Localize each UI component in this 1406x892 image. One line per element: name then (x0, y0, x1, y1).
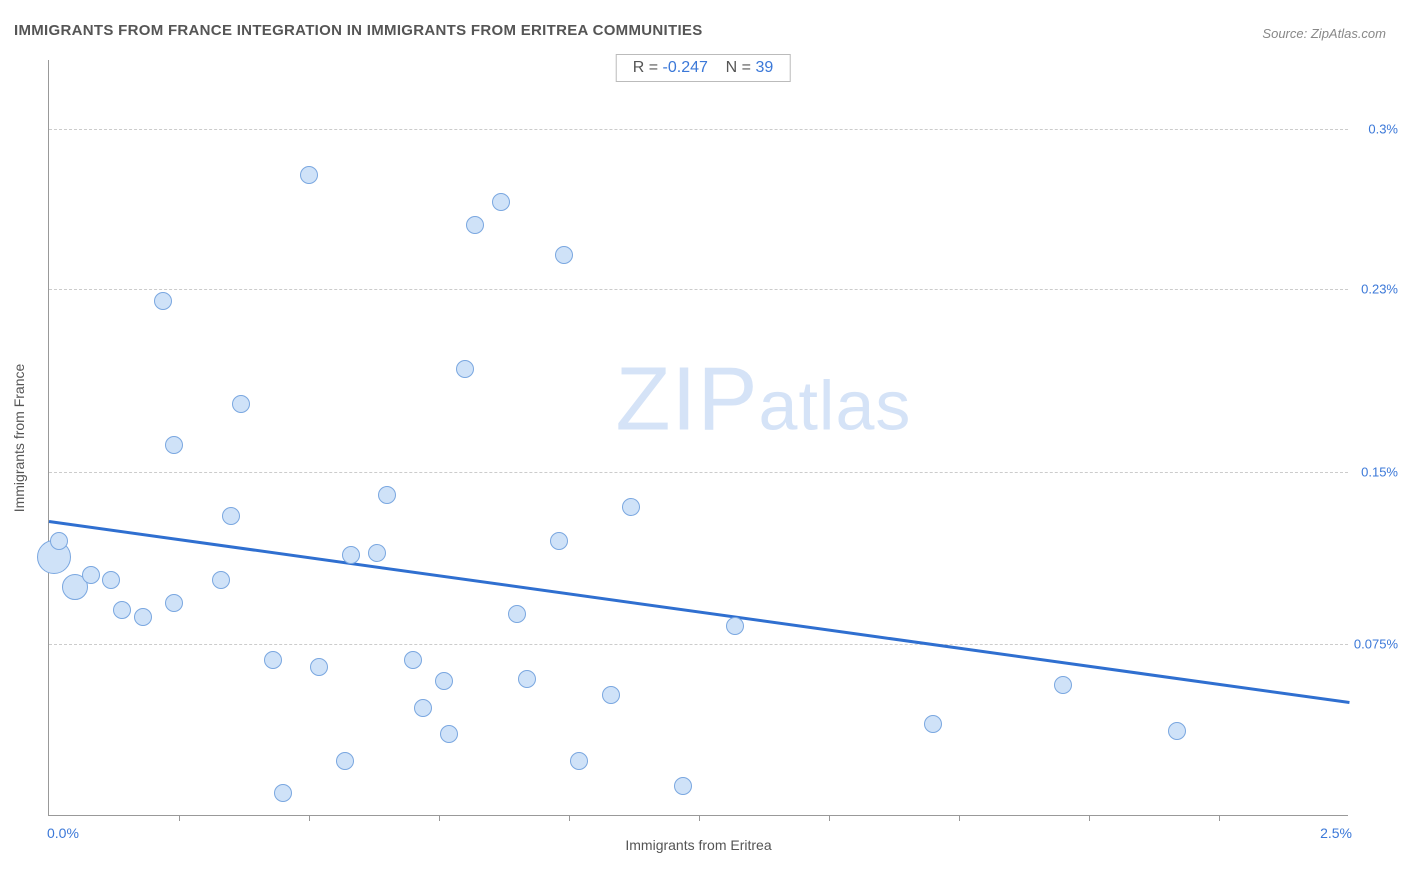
data-point (50, 532, 68, 550)
x-axis-label: Immigrants from Eritrea (625, 837, 771, 853)
r-value: -0.247 (663, 59, 708, 76)
chart-container: IMMIGRANTS FROM FRANCE INTEGRATION IN IM… (0, 0, 1406, 892)
n-value: 39 (755, 59, 773, 76)
r-label: R = (633, 59, 658, 76)
y-tick-label: 0.075% (1352, 637, 1398, 652)
data-point (550, 532, 568, 550)
x-max-label: 2.5% (1320, 825, 1352, 841)
source-value: ZipAtlas.com (1311, 26, 1386, 41)
plot-area: ZIPatlas Immigrants from France Immigran… (48, 60, 1348, 816)
watermark-atlas: atlas (759, 366, 912, 444)
data-point (102, 571, 120, 589)
data-point (622, 498, 640, 516)
data-point (113, 601, 131, 619)
data-point (165, 436, 183, 454)
x-tick (309, 815, 310, 821)
data-point (674, 777, 692, 795)
data-point (456, 360, 474, 378)
gridline (49, 644, 1348, 645)
watermark-zip: ZIP (615, 349, 758, 449)
data-point (466, 216, 484, 234)
source-label: Source: (1262, 26, 1307, 41)
data-point (435, 672, 453, 690)
trend-line (49, 520, 1349, 704)
data-point (404, 651, 422, 669)
data-point (222, 507, 240, 525)
x-tick (699, 815, 700, 821)
data-point (300, 166, 318, 184)
data-point (378, 486, 396, 504)
data-point (440, 725, 458, 743)
x-tick (569, 815, 570, 821)
y-tick-label: 0.15% (1352, 465, 1398, 480)
x-tick (179, 815, 180, 821)
stats-box: R = -0.247 N = 39 (616, 54, 791, 82)
n-label: N = (726, 59, 751, 76)
y-tick-label: 0.3% (1352, 121, 1398, 136)
data-point (212, 571, 230, 589)
data-point (492, 193, 510, 211)
data-point (342, 546, 360, 564)
data-point (414, 699, 432, 717)
data-point (154, 292, 172, 310)
data-point (602, 686, 620, 704)
data-point (1054, 676, 1072, 694)
data-point (82, 566, 100, 584)
gridline (49, 472, 1348, 473)
gridline (49, 129, 1348, 130)
x-tick (1219, 815, 1220, 821)
chart-title: IMMIGRANTS FROM FRANCE INTEGRATION IN IM… (14, 22, 703, 39)
data-point (924, 715, 942, 733)
data-point (134, 608, 152, 626)
data-point (508, 605, 526, 623)
x-tick (439, 815, 440, 821)
data-point (264, 651, 282, 669)
data-point (555, 246, 573, 264)
gridline (49, 289, 1348, 290)
source-attribution: Source: ZipAtlas.com (1262, 26, 1386, 41)
watermark: ZIPatlas (615, 348, 911, 451)
data-point (570, 752, 588, 770)
x-min-label: 0.0% (47, 825, 79, 841)
x-tick (959, 815, 960, 821)
data-point (310, 658, 328, 676)
data-point (165, 594, 183, 612)
data-point (518, 670, 536, 688)
data-point (274, 784, 292, 802)
data-point (336, 752, 354, 770)
data-point (232, 395, 250, 413)
data-point (726, 617, 744, 635)
data-point (368, 544, 386, 562)
x-tick (1089, 815, 1090, 821)
y-axis-label: Immigrants from France (11, 363, 27, 512)
data-point (1168, 722, 1186, 740)
x-tick (829, 815, 830, 821)
y-tick-label: 0.23% (1352, 282, 1398, 297)
